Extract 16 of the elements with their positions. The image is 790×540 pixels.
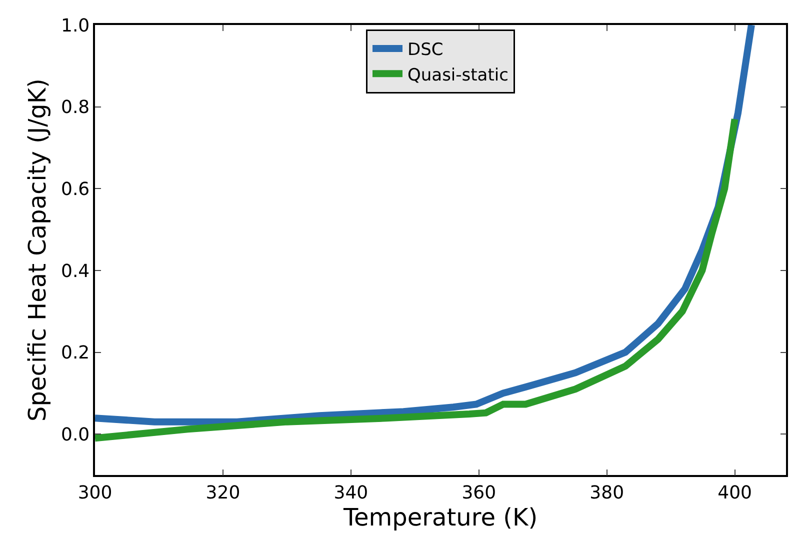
y-tick-label: 0.6 bbox=[61, 178, 90, 200]
legend-label: DSC bbox=[408, 40, 444, 60]
x-axis-title: Temperature (K) bbox=[342, 503, 538, 532]
x-tick-label: 320 bbox=[206, 482, 240, 504]
legend-label: Quasi-static bbox=[408, 65, 508, 86]
y-tick-label: 0.2 bbox=[61, 342, 90, 364]
x-tick-label: 340 bbox=[334, 482, 368, 504]
x-tick-label: 400 bbox=[718, 482, 752, 504]
x-tick-label: 300 bbox=[78, 482, 112, 504]
x-tick-label: 360 bbox=[462, 482, 496, 504]
y-tick-label: 0.0 bbox=[61, 424, 90, 446]
y-tick-label: 0.4 bbox=[61, 260, 90, 282]
y-axis-title: Specific Heat Capacity (J/gK) bbox=[24, 78, 52, 422]
y-tick-label: 1.0 bbox=[61, 15, 90, 36]
x-tick-label: 380 bbox=[590, 482, 624, 504]
y-tick-label: 0.8 bbox=[61, 97, 90, 118]
